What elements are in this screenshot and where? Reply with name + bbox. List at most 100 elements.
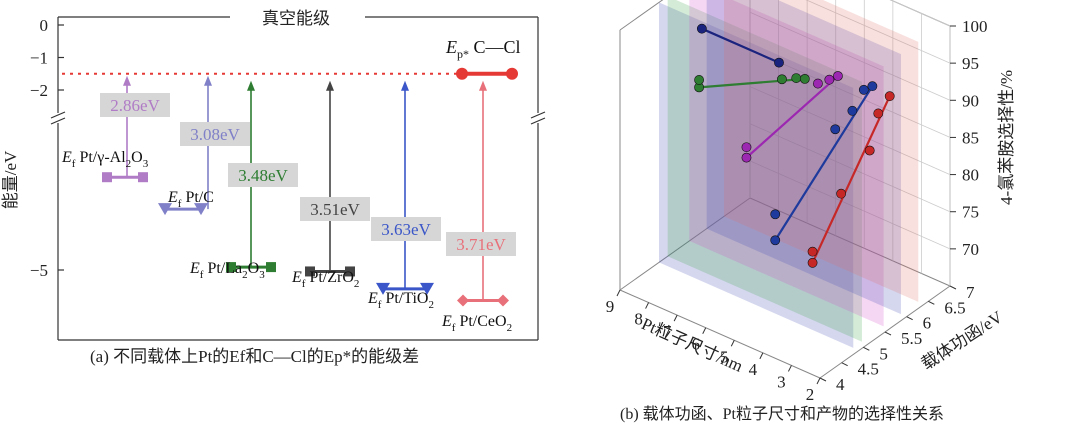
data-point: [807, 246, 818, 257]
data-point: [791, 73, 802, 83]
ef-level-marker: [266, 262, 276, 273]
x-tick: [645, 302, 650, 309]
ef-level-marker: [345, 266, 355, 277]
x-tick: [759, 352, 764, 360]
caption-b: (b) 载体功函、Pt粒子尺寸和产物的选择性关系: [620, 406, 945, 423]
grid-line: [749, 86, 951, 175]
x-tick-label: 9: [606, 297, 615, 316]
z-tick-label: 75: [962, 203, 979, 222]
ep-level-label: Ep* C—Cl: [445, 37, 521, 61]
x-tick-label: 3: [777, 372, 786, 391]
y-tick-label: 4.5: [858, 360, 879, 379]
x-tick-label: 8: [634, 310, 643, 329]
data-point: [741, 152, 752, 163]
gap-label-box: [300, 197, 370, 221]
grid-line: [749, 11, 951, 101]
series-plane: [659, 2, 854, 348]
data-point: [873, 108, 884, 119]
grid-line: [749, 160, 951, 250]
energy-level-chart: 真空能级 0 −1 −2 −5 能量/eV Ep* C—Cl 2.86eV Ef Pt/γ-Al…: [1, 9, 546, 341]
box-edge: [619, 197, 751, 291]
data-point: [847, 105, 858, 116]
gap-label-box: [100, 93, 170, 117]
y-tick: [906, 316, 913, 321]
data-point: [774, 57, 784, 68]
y-tick-label: −5: [30, 261, 48, 280]
grid-line: [749, 123, 951, 213]
data-point: [836, 188, 847, 199]
gap-label-box: [446, 232, 516, 256]
y-tick-label: 5.5: [901, 329, 922, 348]
box-edge: [619, 0, 664, 31]
vacuum-level-label: 真空能级: [262, 9, 330, 28]
x-tick: [673, 314, 678, 322]
ef-name-label: Ef Pt/γ-Al2O3: [61, 149, 149, 170]
box-edge: [619, 289, 821, 379]
y-tick-label: 5: [879, 344, 888, 363]
scatter3d-chart: 7075808590951004-氯苯胺选择性/%98765432Pt粒子尺寸/…: [606, 0, 1016, 400]
x-axis-label: Pt粒子尺寸/nm: [639, 314, 746, 376]
y-tick-label: −1: [30, 49, 48, 68]
gap-value-label: 3.63eV: [381, 220, 431, 239]
z-tick-label: 85: [962, 128, 979, 147]
gap-arrowhead: [326, 80, 334, 91]
series-line: [745, 75, 839, 159]
axis-break-mark: [530, 117, 546, 125]
gap-label-box: [228, 163, 298, 187]
gap-arrowhead: [401, 80, 409, 91]
x-tick-label: 2: [806, 385, 815, 400]
y-tick: [841, 362, 848, 367]
z-tick-label: 100: [962, 17, 988, 36]
y-tick: [949, 285, 957, 290]
ep-level-dot: [456, 67, 468, 80]
gap-value-label: 3.71eV: [456, 235, 506, 254]
series-plane: [706, 0, 901, 315]
axis-break-mark: [50, 111, 66, 119]
x-tick-label: 6: [691, 335, 700, 354]
ef-level-marker: [226, 262, 236, 273]
y-tick: [863, 346, 870, 351]
data-point: [799, 73, 810, 84]
x-tick: [816, 377, 821, 385]
ef-level-marker: [102, 172, 112, 183]
y-axis-label: 能量/eV: [1, 150, 20, 209]
series-line: [811, 95, 891, 264]
data-point: [696, 23, 707, 34]
data-point: [813, 78, 823, 89]
gap-arrowhead: [123, 75, 131, 86]
x-tick-label: 5: [720, 347, 729, 366]
gap-arrowhead: [479, 80, 487, 91]
ef-level-marker: [158, 203, 172, 216]
data-point: [807, 257, 818, 268]
ef-level-marker: [420, 282, 434, 295]
ef-name-label: Ef Pt/C: [167, 189, 214, 210]
ef-name-label: Ef Pt/TiO2: [367, 290, 434, 311]
y-tick: [928, 300, 935, 305]
caption-a: (a) 不同载体上Pt的Ef和C—Cl的Ep*的能级差: [90, 347, 420, 366]
z-tick-label: 70: [962, 240, 979, 259]
y-tick-label: 6: [923, 314, 932, 333]
x-tick-label: 7: [663, 322, 672, 341]
ef-level-marker: [497, 294, 509, 307]
axis-break-mark: [530, 111, 546, 119]
gap-label-box: [371, 217, 441, 241]
data-point: [830, 124, 841, 135]
z-tick-label: 80: [962, 166, 979, 185]
y-tick: [819, 377, 827, 382]
ef-name-label: Ef Pt/ZrO2: [291, 269, 359, 290]
gap-value-label: 3.51eV: [310, 200, 360, 219]
series-line: [699, 77, 805, 89]
z-axis-label: 4-氯苯胺选择性/%: [997, 70, 1016, 205]
gap-value-label: 2.86eV: [110, 96, 160, 115]
gap-label-box: [180, 122, 250, 146]
ef-level-marker: [138, 172, 148, 183]
grid-line: [889, 0, 951, 27]
ef-level-marker: [305, 266, 315, 277]
data-point: [694, 75, 704, 85]
gap-value-label: 3.08eV: [190, 125, 240, 144]
x-tick: [730, 340, 735, 347]
ef-name-label: Ef Pt/La2O3: [189, 260, 265, 281]
ef-level-marker: [194, 203, 208, 216]
data-point: [833, 71, 843, 81]
data-point: [858, 84, 869, 95]
